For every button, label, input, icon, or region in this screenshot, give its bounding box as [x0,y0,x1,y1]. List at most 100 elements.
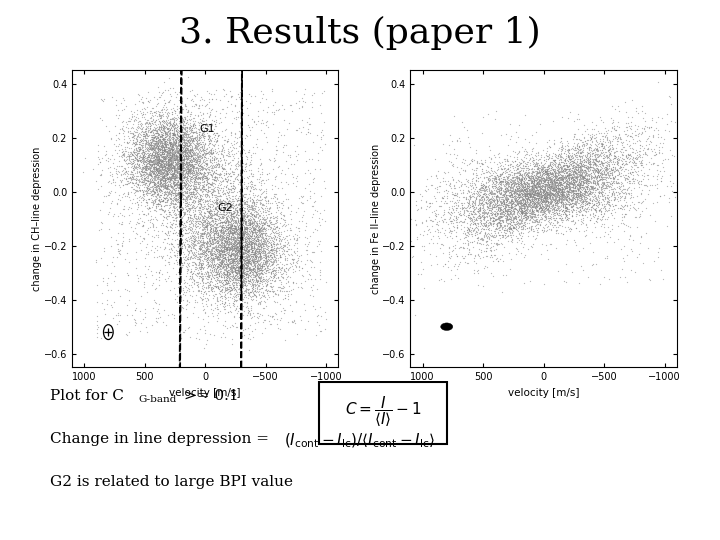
Point [171,173,183,181]
Point [184,146,196,154]
Point [231,226,243,234]
Point [252,255,264,264]
Point [595,152,607,160]
Point [115,98,127,107]
Point [606,113,617,122]
Point [240,222,252,231]
Point [492,206,504,214]
Point [212,231,223,239]
Point [605,183,616,191]
Point [153,186,165,195]
Point [152,160,163,168]
Point [516,207,527,216]
Point [206,217,217,226]
Point [233,276,244,285]
Point [171,140,182,149]
Point [168,123,179,132]
Point [220,261,232,270]
Point [256,225,268,234]
Point [222,159,234,167]
Point [155,186,166,194]
Point [543,190,554,198]
Point [225,178,236,187]
Point [503,210,514,218]
Point [175,264,186,273]
Point [577,244,589,253]
Point [157,169,168,178]
Point [184,274,196,283]
Point [144,171,156,179]
Point [233,304,245,313]
Point [444,252,455,261]
Point [236,167,248,176]
Point [175,116,186,125]
Point [567,191,578,200]
Point [548,156,559,165]
Point [242,212,253,220]
Point [552,186,564,195]
Point [212,207,224,215]
Point [274,237,285,246]
Point [148,125,159,133]
Point [189,184,200,193]
Point [175,162,186,171]
Point [177,132,189,141]
Point [176,206,188,214]
Point [544,185,556,193]
Point [207,234,218,243]
Point [408,252,419,261]
Point [191,133,202,142]
Point [181,193,192,202]
Point [240,256,251,265]
Point [163,180,174,189]
Point [160,160,171,168]
Point [573,181,585,190]
Point [246,237,257,246]
Point [264,287,276,295]
Point [566,177,577,185]
Point [194,334,205,343]
Point [572,185,584,194]
Point [483,172,495,180]
Point [239,225,251,234]
Point [575,175,587,184]
Point [536,164,547,173]
Point [521,195,533,204]
Point [153,158,164,166]
Point [207,215,218,224]
Point [153,147,165,156]
Point [163,90,175,99]
Point [145,131,157,139]
Point [224,244,235,253]
Point [544,192,556,201]
Point [539,165,551,174]
Point [112,199,123,208]
Point [265,240,276,249]
Point [248,232,260,240]
Point [543,213,554,222]
Point [300,222,312,231]
Point [134,157,145,165]
Point [495,180,507,188]
Point [141,156,153,164]
Point [158,160,170,168]
Point [140,160,152,169]
Point [211,301,222,309]
Point [537,193,549,202]
Point [543,180,554,189]
Point [392,270,404,279]
Point [538,224,549,232]
Point [599,181,611,190]
Point [179,228,191,237]
Point [213,247,225,256]
Point [197,214,209,223]
Point [243,242,255,251]
Point [521,180,532,189]
Point [165,192,176,200]
Point [178,161,189,170]
Point [161,222,173,231]
Point [640,160,652,168]
Point [168,127,180,136]
Point [275,198,287,207]
Point [449,212,460,220]
